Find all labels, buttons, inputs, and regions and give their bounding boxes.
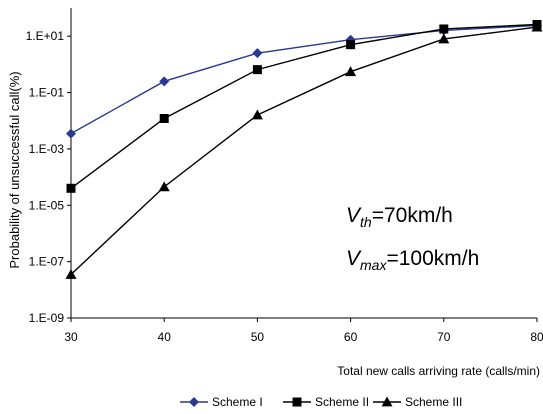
legend-label: Scheme I — [212, 395, 263, 409]
series-line — [70, 23, 538, 189]
data-point — [251, 109, 263, 120]
annotation-vth: Vth=70km/h — [346, 204, 453, 230]
x-tick-label: 50 — [251, 330, 265, 344]
data-point — [439, 24, 449, 34]
series-line — [70, 24, 538, 135]
x-tick-label: 80 — [530, 330, 543, 344]
data-point — [158, 181, 170, 192]
y-tick-label: 1.E+01 — [26, 29, 65, 43]
annotation-vmax-rest: =100km/h — [386, 247, 479, 270]
data-point — [346, 40, 356, 50]
annotation-vmax-main: V — [346, 247, 362, 270]
data-point — [65, 268, 77, 279]
annotation-vmax: Vmax=100km/h — [346, 247, 479, 273]
legend-item: Scheme II — [283, 395, 369, 409]
series-3 — [65, 21, 543, 279]
legend-marker — [189, 397, 199, 407]
legend-item: Scheme I — [180, 395, 263, 409]
annotation-vmax-sub: max — [360, 257, 387, 273]
y-tick-label: 1.E-01 — [29, 86, 65, 100]
series-line — [70, 26, 538, 275]
x-tick-label: 60 — [344, 330, 358, 344]
y-tick-label: 1.E-09 — [29, 311, 65, 325]
y-axis-label: Probability of unsuccessful call(%) — [7, 71, 22, 268]
plot-area — [70, 8, 537, 319]
data-point — [66, 128, 76, 139]
series-1 — [66, 20, 542, 139]
data-point — [159, 76, 170, 87]
legend-label: Scheme III — [405, 395, 462, 409]
y-tick-label: 1.E-05 — [29, 198, 65, 212]
x-tick-label: 40 — [158, 330, 172, 344]
data-point — [66, 183, 76, 193]
legend-marker — [381, 396, 393, 407]
x-axis: 30 40 50 60 70 80 — [64, 318, 543, 344]
annotation-vth-sub: th — [360, 214, 372, 230]
data-point — [438, 33, 450, 44]
x-tick-label: 30 — [64, 330, 78, 344]
legend-item: Scheme III — [373, 395, 462, 409]
annotation-vth-rest: =70km/h — [372, 204, 453, 227]
data-point — [159, 113, 169, 123]
data-point — [252, 65, 262, 75]
legend-label: Scheme II — [315, 395, 369, 409]
x-tick-label: 70 — [437, 330, 451, 344]
legend-marker — [292, 397, 302, 407]
x-axis-label: Total new calls arriving rate (calls/min… — [337, 364, 540, 378]
data-point — [531, 21, 543, 32]
legend: Scheme I Scheme II Scheme III — [180, 395, 462, 409]
series-layer — [65, 19, 543, 279]
y-tick-label: 1.E-03 — [29, 142, 65, 156]
data-point — [252, 48, 263, 59]
data-point — [345, 66, 357, 77]
annotation-vth-main: V — [346, 204, 362, 227]
y-tick-label: 1.E-07 — [29, 255, 65, 269]
y-axis: 1.E+01 1.E-01 1.E-03 1.E-05 1.E-07 1.E-09 — [26, 29, 71, 325]
